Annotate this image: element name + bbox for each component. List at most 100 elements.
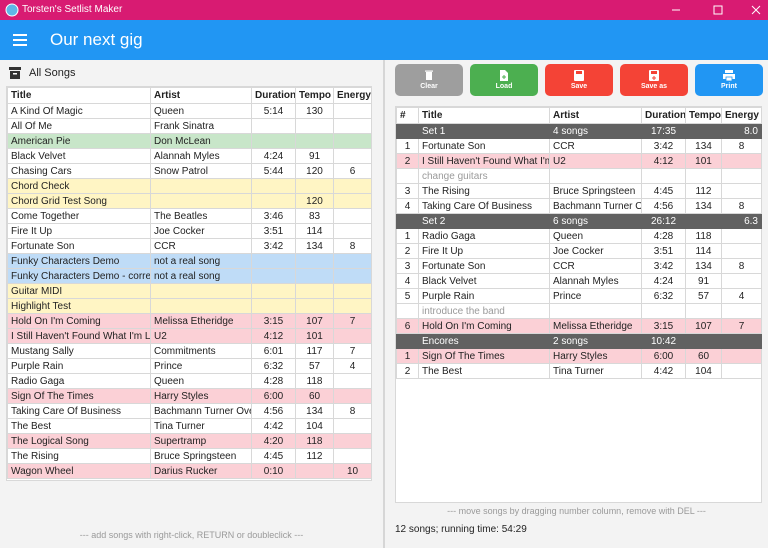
cell: Chord Grid Test Song — [7, 193, 151, 209]
song-row[interactable]: American Pie Don McLean — [7, 133, 372, 149]
song-row[interactable]: 5 Purple Rain Prince 6:32 57 4 — [396, 288, 762, 304]
song-row[interactable]: 4 Black Velvet Alannah Myles 4:24 91 — [396, 273, 762, 289]
song-row[interactable]: Sign Of The Times Harry Styles 6:00 60 — [7, 388, 372, 404]
song-row[interactable]: Hold On I'm Coming Melissa Etheridge 3:15 1… — [7, 313, 372, 329]
song-row[interactable]: Purple Rain Prince 6:32 57 4 — [7, 358, 372, 374]
song-row[interactable]: 2 Fire It Up Joe Cocker 3:51 114 — [396, 243, 762, 259]
cell: 3:46 — [251, 208, 296, 224]
menu-button[interactable] — [12, 33, 28, 47]
cell — [251, 118, 296, 134]
song-row[interactable]: The Best Tina Turner 4:42 104 — [7, 418, 372, 434]
library-icon — [9, 67, 21, 79]
button-icon — [574, 70, 584, 81]
song-row[interactable]: Funky Characters Demo - correct...not a … — [7, 268, 372, 284]
cell: A Kind Of Magic — [7, 103, 151, 119]
cell: 1 — [396, 228, 419, 244]
cell — [295, 253, 334, 269]
song-row[interactable]: The Rising Bruce Springsteen 4:45 112 — [7, 448, 372, 464]
cell: 4:28 — [641, 228, 686, 244]
cell: 3:15 — [641, 318, 686, 334]
song-row[interactable]: 3 The Rising Bruce Springsteen 4:45 112 — [396, 183, 762, 199]
comment-row[interactable]: change guitars — [396, 168, 762, 184]
toolbar-button[interactable]: Save as — [620, 64, 688, 96]
song-row[interactable]: 4 Taking Care Of Business Bachmann Turner … — [396, 198, 762, 214]
song-row[interactable]: Black Velvet Alannah Myles 4:24 91 — [7, 148, 372, 164]
song-row[interactable]: 3 Fortunate Son CCR 3:42 134 8 — [396, 258, 762, 274]
cell: 3:51 — [641, 243, 686, 259]
cell — [721, 183, 762, 199]
song-row[interactable]: Come Together The Beatles 3:46 83 — [7, 208, 372, 224]
cell — [685, 303, 722, 319]
cell: 134 — [685, 138, 722, 154]
cell: Taking Care Of Business — [7, 403, 151, 419]
title-bar: Torsten's Setlist Maker — [0, 0, 768, 20]
song-row[interactable]: Mustang Sally Commitments 6:01 117 7 — [7, 343, 372, 359]
song-row[interactable]: Fortunate Son CCR 3:42 134 8 — [7, 238, 372, 254]
toolbar-button[interactable]: Print — [695, 64, 763, 96]
song-row[interactable]: 2I Still Haven't Found What I'm ...U24:1… — [396, 153, 762, 169]
song-row[interactable]: 1 Sign Of The Times Harry Styles 6:00 60 — [396, 348, 762, 364]
cell: 118 — [295, 373, 334, 389]
song-row[interactable]: The Logical Song Supertramp 4:20 118 — [7, 433, 372, 449]
header-row: Title Artist Duration Tempo Energy — [7, 87, 372, 104]
cell: Radio Gaga — [418, 228, 550, 244]
library-title: All Songs — [29, 67, 76, 79]
song-row[interactable]: Fire It Up Joe Cocker 3:51 114 — [7, 223, 372, 239]
cell: Prince — [150, 358, 252, 374]
cell: 3:42 — [251, 238, 296, 254]
cell — [333, 418, 372, 434]
cell: 2 — [396, 363, 419, 379]
song-row[interactable]: Chord Check — [7, 178, 372, 194]
cell: 104 — [685, 363, 722, 379]
song-row[interactable]: Radio Gaga Queen 4:28 118 — [7, 373, 372, 389]
toolbar-button[interactable]: Save — [545, 64, 613, 96]
cell: 118 — [685, 228, 722, 244]
song-row[interactable]: 6 Hold On I'm Coming Melissa Etheridge 3:15… — [396, 318, 762, 334]
toolbar-button[interactable]: Load — [470, 64, 538, 96]
song-row[interactable]: I Still Haven't Found What I'm Lo... U2 4:… — [7, 328, 372, 344]
song-row[interactable]: Wagon Wheel Darius Rucker 0:10 10 — [7, 463, 372, 479]
cell: 120 — [295, 163, 334, 179]
toolbar-button[interactable]: Clear — [395, 64, 463, 96]
song-row[interactable]: 1 Fortunate Son CCR 3:42 134 8 — [396, 138, 762, 154]
cell: 4:56 — [251, 403, 296, 419]
cell: Bachmann Turner O... — [549, 198, 642, 214]
divider — [383, 60, 385, 548]
cell: 7 — [721, 318, 762, 334]
cell: introduce the band — [418, 303, 550, 319]
cell: 3 — [396, 183, 419, 199]
cell: The Beatles — [150, 208, 252, 224]
cell — [721, 333, 762, 349]
cell: Tina Turner — [549, 363, 642, 379]
song-row[interactable]: Chasing Cars Snow Patrol 5:44 120 6 — [7, 163, 372, 179]
song-row[interactable]: 1 Radio Gaga Queen 4:28 118 — [396, 228, 762, 244]
cell: Black Velvet — [418, 273, 550, 289]
song-row[interactable]: Funky Characters Demo not a real song — [7, 253, 372, 269]
song-row[interactable]: 2 The Best Tina Turner 4:42 104 — [396, 363, 762, 379]
song-row[interactable]: Taking Care Of Business Bachmann Turner O… — [7, 403, 372, 419]
song-row[interactable]: Highlight Test — [7, 298, 372, 314]
cell: Encores — [418, 333, 550, 349]
song-row[interactable]: All Of Me Frank Sinatra — [7, 118, 372, 134]
song-row[interactable]: Guitar MIDI — [7, 283, 372, 299]
app-icon — [5, 3, 19, 17]
comment-row[interactable]: introduce the band — [396, 303, 762, 319]
cell — [396, 303, 419, 319]
cell — [251, 283, 296, 299]
cell — [333, 208, 372, 224]
cell: Sign Of The Times — [7, 388, 151, 404]
song-row[interactable]: Chord Grid Test Song 120 — [7, 193, 372, 209]
window-controls[interactable] — [660, 0, 768, 20]
cell: 4:45 — [641, 183, 686, 199]
cell: 83 — [295, 208, 334, 224]
cell: U2 — [150, 328, 252, 344]
cell: 101 — [685, 153, 722, 169]
song-row[interactable]: A Kind Of Magic Queen 5:14 130 — [7, 103, 372, 119]
cell: Prince — [549, 288, 642, 304]
set-row[interactable]: Encores 2 songs 10:42 — [396, 333, 762, 349]
header-row: # Title Artist Duration Tempo Energy — [396, 107, 762, 124]
cell: Wagon Wheel — [7, 463, 151, 479]
